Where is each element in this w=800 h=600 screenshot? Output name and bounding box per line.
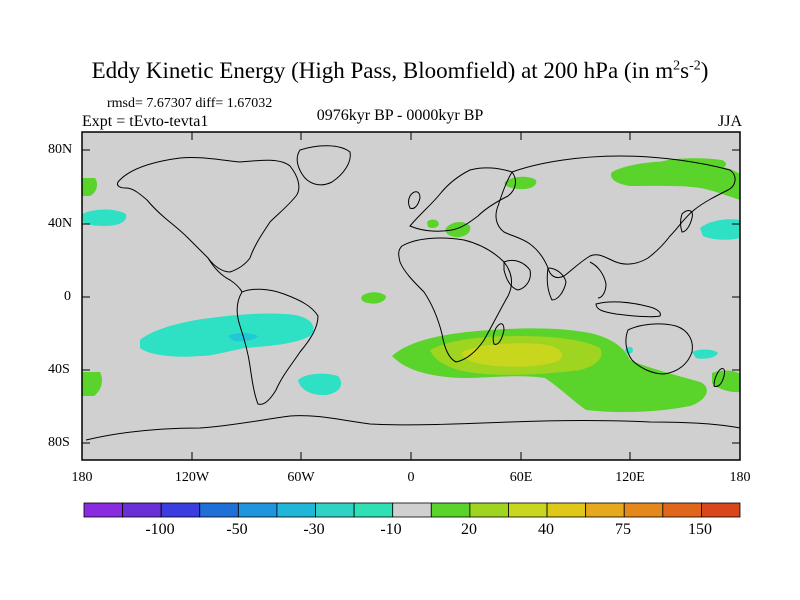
colorbar-segment (122, 502, 162, 518)
anomaly-patch-north-atlantic (504, 176, 537, 190)
arabia-outline (503, 259, 531, 291)
southeast-asia-outline (589, 261, 607, 299)
coastlines (85, 145, 741, 441)
anomaly-patch-southeast-pacific (140, 313, 314, 357)
anomaly-patch-alaska-edge (82, 178, 98, 196)
colorbar-label: 20 (461, 521, 477, 538)
colorbar-label: -100 (145, 521, 175, 538)
anomaly-patch-north-pacific-east (82, 209, 127, 226)
anomaly-patch-southwest-pacific (82, 372, 102, 396)
new-zealand-outline (713, 368, 725, 387)
y-label-40s: 40S (48, 362, 70, 377)
colorbar-segment (276, 502, 316, 518)
colorbar-label: -50 (226, 521, 248, 538)
experiment-label: Expt = tEvto-tevta1 (82, 113, 209, 130)
antarctica-outline (85, 415, 741, 441)
positive-anomaly-regions (82, 158, 740, 413)
anomaly-patch-east-of-japan (700, 219, 740, 240)
stats-text: rmsd= 7.67307 diff= 1.67032 (107, 96, 273, 111)
x-label-180w: 180 (71, 470, 93, 485)
colorbar-segment (623, 502, 664, 518)
uk-outline (408, 191, 421, 209)
x-label-60e: 60E (509, 470, 533, 485)
colorbar-segment (392, 502, 432, 518)
indonesia-outline (595, 301, 661, 318)
central-america-outline (207, 257, 243, 293)
north-america-outline (117, 157, 300, 273)
colorbar-segment (315, 502, 355, 518)
anomaly-patch-indian-ocean-peak (462, 343, 562, 367)
india-outline (546, 267, 567, 301)
x-label-180e: 180 (729, 470, 751, 485)
colorbar-label: -10 (380, 521, 402, 538)
colorbar (83, 502, 741, 518)
x-label-0: 0 (407, 470, 415, 485)
australia-outline (625, 323, 693, 375)
madagascar-outline (492, 323, 505, 345)
colorbar-segment (546, 502, 587, 518)
y-label-0: 0 (64, 289, 71, 304)
y-label-80n: 80N (48, 142, 73, 157)
anomaly-patch-new-zealand-east (712, 370, 740, 393)
x-label-120e: 120E (615, 470, 645, 485)
anomaly-patch-australia-east (692, 349, 718, 359)
chart-title: Eddy Kinetic Energy (High Pass, Bloomfie… (91, 58, 709, 83)
colorbar-segment (508, 502, 548, 518)
x-label-60w: 60W (287, 470, 315, 485)
colorbar-segment (83, 502, 123, 518)
greenland-outline (296, 145, 351, 186)
anomaly-patch-equatorial-atlantic (361, 292, 386, 304)
colorbar-segment (701, 502, 741, 518)
colorbar-segment (160, 502, 201, 518)
colorbar-segment (430, 502, 471, 518)
colorbar-label: 75 (615, 521, 631, 538)
negative-anomaly-regions (82, 209, 740, 396)
asia-outline (495, 155, 736, 279)
colorbar-label: 40 (538, 521, 554, 538)
colorbar-label: 150 (688, 521, 712, 538)
south-america-outline (236, 288, 319, 405)
axis-ticks (81, 132, 741, 460)
colorbar-segment (469, 502, 509, 518)
colorbar-segment (662, 502, 702, 518)
anomaly-patch-north-pacific (610, 161, 740, 200)
anomaly-patch-italy (427, 219, 439, 228)
africa-outline (398, 237, 512, 363)
y-label-80s: 80S (48, 435, 70, 450)
anomaly-patch-south-atlantic-west (298, 373, 342, 396)
colorbar-segment (237, 502, 278, 518)
colorbar-label: -30 (303, 521, 325, 538)
colorbar-segment (353, 502, 394, 518)
season-label: JJA (717, 113, 742, 130)
japan-outline (680, 210, 693, 233)
x-label-120w: 120W (174, 470, 210, 485)
europe-outline (409, 167, 516, 232)
colorbar-segment (585, 502, 625, 518)
y-label-40n: 40N (48, 216, 73, 231)
anomaly-patch-siberia (660, 158, 727, 171)
period-label: 0976kyr BP - 0000kyr BP (316, 107, 484, 124)
colorbar-segment (199, 502, 239, 518)
